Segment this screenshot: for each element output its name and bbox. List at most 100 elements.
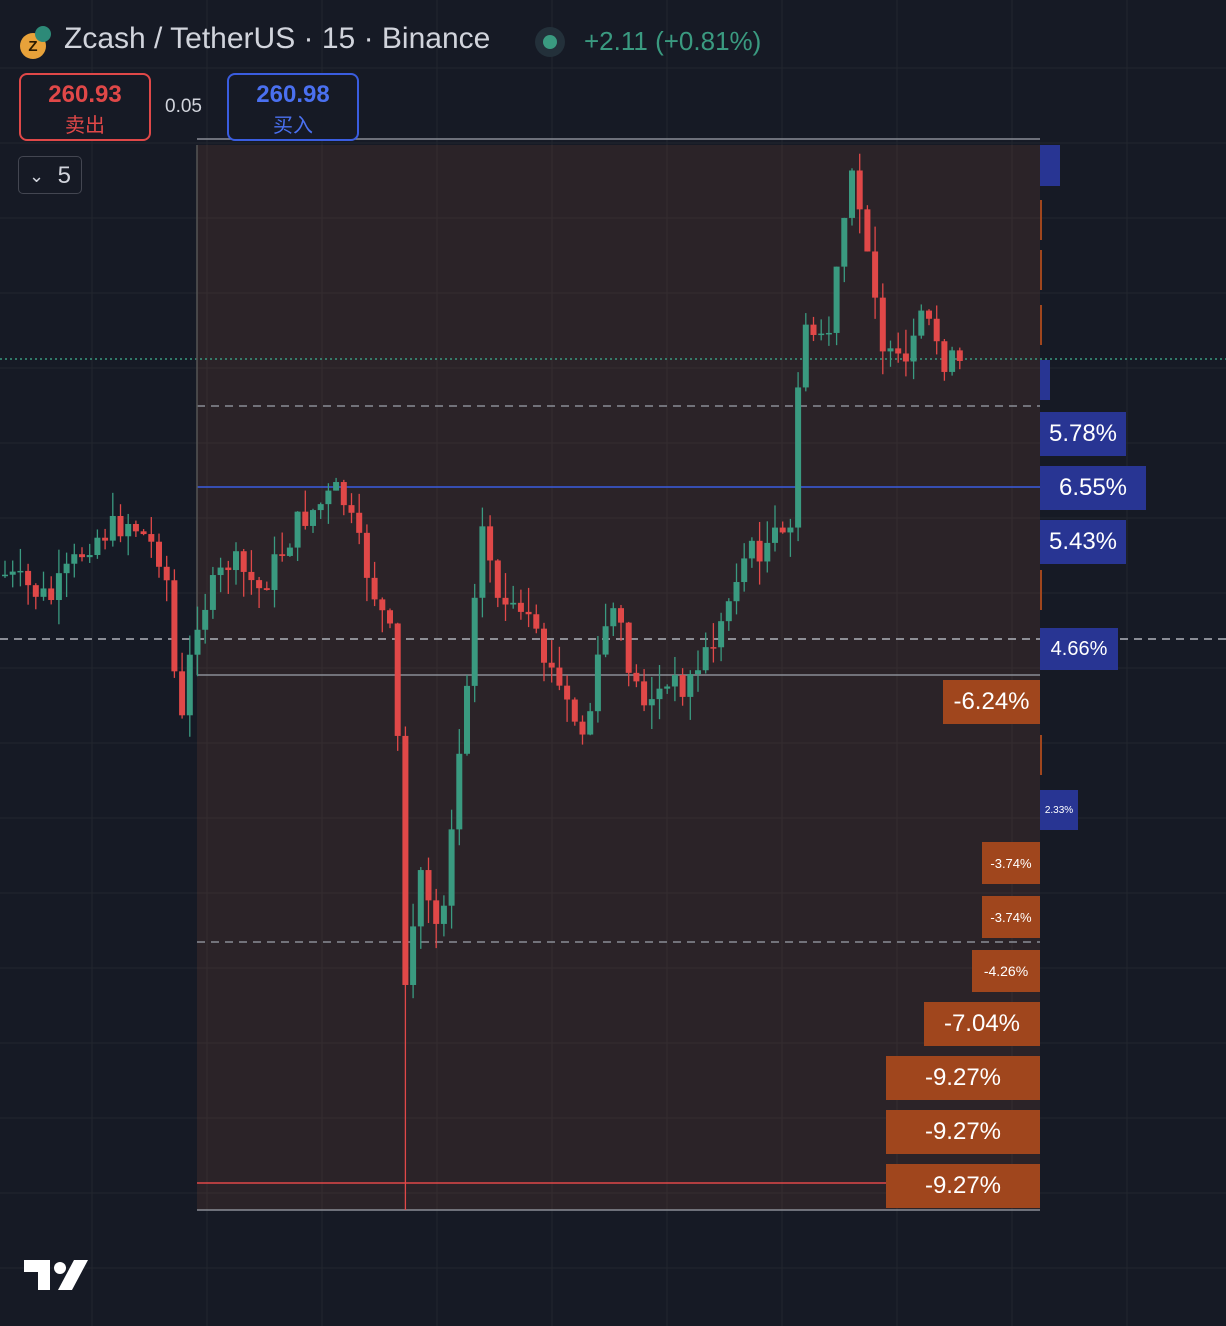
- candle-body: [810, 324, 817, 335]
- candle-body: [402, 735, 409, 985]
- percent-tag: -3.74%: [982, 896, 1040, 938]
- candle-body: [879, 297, 886, 352]
- candle-body: [610, 608, 617, 627]
- candle-body: [718, 621, 725, 648]
- candle-body: [587, 711, 594, 735]
- candle-body: [225, 567, 232, 571]
- sell-price: 260.93: [48, 81, 122, 108]
- candle-body: [787, 527, 794, 533]
- candle-body: [117, 515, 124, 537]
- percent-tag: -9.27%: [886, 1110, 1040, 1154]
- percent-tag: 5.78%: [1040, 412, 1126, 456]
- candle-body: [641, 681, 648, 706]
- candle-body: [2, 574, 8, 577]
- percent-tag: -6.24%: [943, 680, 1040, 724]
- candle-body: [510, 602, 517, 605]
- candle-body: [71, 554, 78, 564]
- sell-label: 卖出: [65, 115, 105, 137]
- candle-body: [394, 623, 401, 736]
- interval-menu[interactable]: ⌄ 5: [18, 156, 82, 194]
- candle-body: [494, 560, 501, 598]
- candle-body: [679, 675, 686, 697]
- candle-body: [818, 333, 825, 336]
- candle-body: [849, 170, 855, 218]
- tag-edge: [1040, 735, 1042, 775]
- candle-body: [594, 654, 601, 712]
- candle-body: [25, 570, 32, 586]
- candle-body: [171, 580, 178, 672]
- candle-body: [571, 699, 578, 722]
- tag-edge: [1040, 305, 1042, 345]
- candle-body: [317, 504, 324, 511]
- tag: [1040, 145, 1060, 186]
- candle-body: [541, 628, 547, 663]
- sell-button[interactable]: 260.93 卖出: [19, 73, 151, 141]
- candle-body: [556, 667, 563, 686]
- candle-body: [725, 601, 732, 622]
- status-dot: [535, 27, 565, 57]
- candle-body: [271, 554, 278, 590]
- candle-body: [333, 482, 340, 491]
- candle-body: [279, 554, 286, 556]
- candle-body: [456, 753, 463, 830]
- candle-body: [618, 608, 624, 623]
- spread: 0.05: [165, 96, 202, 117]
- candle-body: [94, 537, 101, 556]
- candle-body: [741, 558, 748, 583]
- candle-body: [625, 622, 632, 673]
- price-change: +2.11 (+0.81%): [584, 26, 762, 56]
- percent-tag: -3.74%: [982, 842, 1040, 884]
- candle-body: [356, 512, 363, 533]
- candle-body: [379, 599, 386, 611]
- candle-body: [448, 829, 455, 906]
- candle-body: [63, 563, 70, 574]
- candle-body: [779, 527, 786, 533]
- candle-body: [895, 348, 902, 354]
- candle-body: [956, 350, 963, 361]
- candle-body: [163, 566, 170, 581]
- candle-body: [248, 571, 255, 581]
- candle-body: [209, 575, 216, 610]
- candle-body: [764, 542, 771, 562]
- candle-body: [194, 629, 201, 655]
- candle-body: [217, 567, 224, 576]
- percent-tag: -9.27%: [886, 1164, 1040, 1208]
- candle-body: [648, 699, 655, 706]
- candle-body: [548, 662, 555, 668]
- logo: [24, 1260, 88, 1290]
- candle-body: [825, 332, 832, 335]
- candle-body: [202, 609, 209, 630]
- candle-body: [933, 318, 940, 342]
- candle-body: [487, 526, 494, 561]
- candle-body: [602, 626, 609, 655]
- candle-body: [179, 671, 186, 716]
- candle-body: [664, 686, 671, 689]
- coin-icon: Z: [20, 26, 51, 59]
- candle-body: [941, 341, 948, 372]
- candle-body: [79, 554, 85, 558]
- candle-body: [533, 614, 540, 629]
- tag-edge: [1040, 250, 1042, 290]
- candle-body: [856, 170, 863, 210]
- percent-tag: 2.33%: [1040, 790, 1078, 830]
- candle-body: [348, 505, 355, 513]
- candle-body: [156, 541, 162, 567]
- buy-price: 260.98: [256, 81, 330, 108]
- tag: [1040, 360, 1050, 400]
- candle-body: [363, 532, 370, 578]
- candle-body: [256, 580, 263, 589]
- percent-tag: -9.27%: [886, 1056, 1040, 1100]
- candle-body: [302, 511, 309, 526]
- candle-body: [833, 266, 840, 333]
- candle-body: [310, 510, 316, 526]
- candle-body: [17, 570, 24, 573]
- candle-body: [102, 537, 109, 541]
- candle-body: [479, 526, 486, 598]
- symbol: Zcash / TetherUS · 15 · Binance: [64, 22, 491, 55]
- interval-value: 5: [57, 162, 71, 189]
- candle-body: [902, 353, 909, 362]
- candle-body: [425, 870, 432, 901]
- buy-button[interactable]: 260.98 买入: [227, 73, 359, 141]
- candle-body: [9, 571, 16, 575]
- candle-body: [55, 573, 62, 601]
